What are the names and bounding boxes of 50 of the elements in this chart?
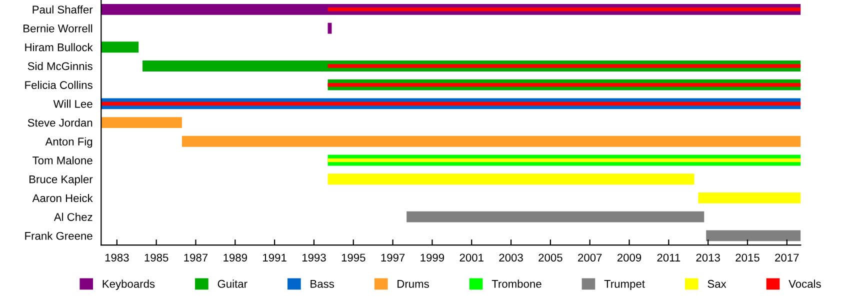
x-tick-label: 2007 — [578, 254, 602, 262]
legend-label: Bass — [310, 280, 334, 288]
x-tick-label: 2003 — [499, 254, 523, 262]
x-tick-label: 1989 — [224, 254, 247, 262]
legend-label: Sax — [708, 280, 726, 288]
x-tick-label: 2013 — [696, 254, 720, 262]
y-tick-label: Sid McGinnis — [28, 62, 92, 70]
bar — [328, 64, 801, 68]
x-tick-label: 1983 — [105, 254, 129, 262]
x-tick-label: 2009 — [617, 254, 642, 262]
y-tick-label: Will Lee — [53, 100, 92, 108]
y-tick-label: Steve Jordan — [28, 118, 92, 127]
bar — [698, 192, 801, 204]
bar — [328, 8, 801, 12]
legend-label: Trumpet — [604, 280, 645, 290]
x-tick-label: 2015 — [736, 254, 760, 262]
x-tick-label: 2017 — [775, 254, 799, 262]
x-tick-label: 1995 — [342, 254, 366, 262]
y-tick-label: Tom Malone — [32, 156, 92, 164]
x-tick-label: 1991 — [263, 254, 286, 262]
y-tick-label: Hiram Bullock — [25, 43, 93, 52]
x-tick-label: 2011 — [657, 254, 680, 262]
bar — [101, 102, 801, 106]
x-tick-label: 1993 — [302, 254, 326, 262]
legend-label: Trombone — [492, 280, 542, 288]
x-tick-label: 1985 — [144, 254, 168, 262]
bar — [328, 174, 694, 185]
x-tick-label: 1999 — [420, 254, 444, 262]
bar — [101, 117, 182, 128]
y-tick-label: Frank Greene — [25, 232, 92, 240]
y-tick-label: Bruce Kapler — [30, 175, 93, 186]
y-tick-label: Aaron Heick — [32, 194, 93, 202]
bar — [182, 136, 801, 147]
legend-label: Guitar — [218, 280, 248, 288]
legend-label: Vocals — [788, 280, 821, 288]
bar — [328, 82, 801, 87]
y-tick-label: Anton Fig — [45, 137, 92, 148]
y-tick-label: Bernie Worrell — [24, 24, 92, 32]
y-tick-label: Felicia Collins — [25, 80, 92, 89]
legend-label: Keyboards — [102, 280, 155, 290]
x-tick-label: 2005 — [538, 254, 562, 262]
bar — [706, 230, 801, 242]
x-tick-label: 1997 — [381, 254, 405, 262]
y-tick-label: Al Chez — [54, 212, 92, 221]
bar — [101, 42, 139, 53]
bar — [406, 211, 704, 222]
legend-label: Drums — [398, 280, 429, 288]
y-tick-label: Paul Shaffer — [32, 5, 93, 14]
x-tick-label: 2001 — [460, 254, 484, 262]
x-tick-label: 1987 — [184, 254, 208, 262]
